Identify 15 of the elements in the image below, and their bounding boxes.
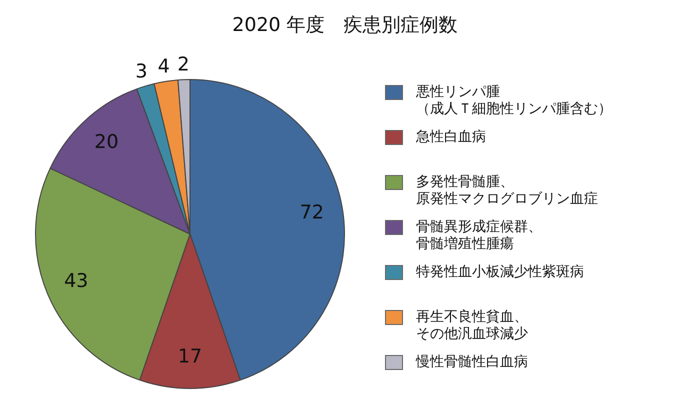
legend-label: 骨髄異形成症候群、骨髄増殖性腫瘍 [416, 219, 542, 253]
data-label: 20 [94, 130, 119, 153]
legend-label: 慢性骨髄性白血病 [416, 354, 528, 371]
data-label: 72 [300, 202, 324, 224]
legend-label: 再生不良性貧血、その他汎血球減少 [416, 309, 528, 343]
legend-label: 特発性血小板減少性紫斑病 [416, 264, 584, 281]
legend-label: 急性白血病 [416, 129, 486, 146]
legend-label: 多発性骨髄腫、原発性マクログロブリン血症 [416, 174, 598, 208]
legend-label: 悪性リンパ腫（成人Ｔ細胞性リンパ腫含む） [416, 84, 612, 118]
data-label: 17 [178, 346, 202, 368]
data-label: 4 [158, 55, 170, 78]
data-label: 43 [64, 270, 88, 292]
data-label: 2 [177, 54, 190, 76]
chart-title: 2020 年度 疾患別症例数 [231, 13, 459, 38]
data-label: 3 [135, 60, 148, 83]
